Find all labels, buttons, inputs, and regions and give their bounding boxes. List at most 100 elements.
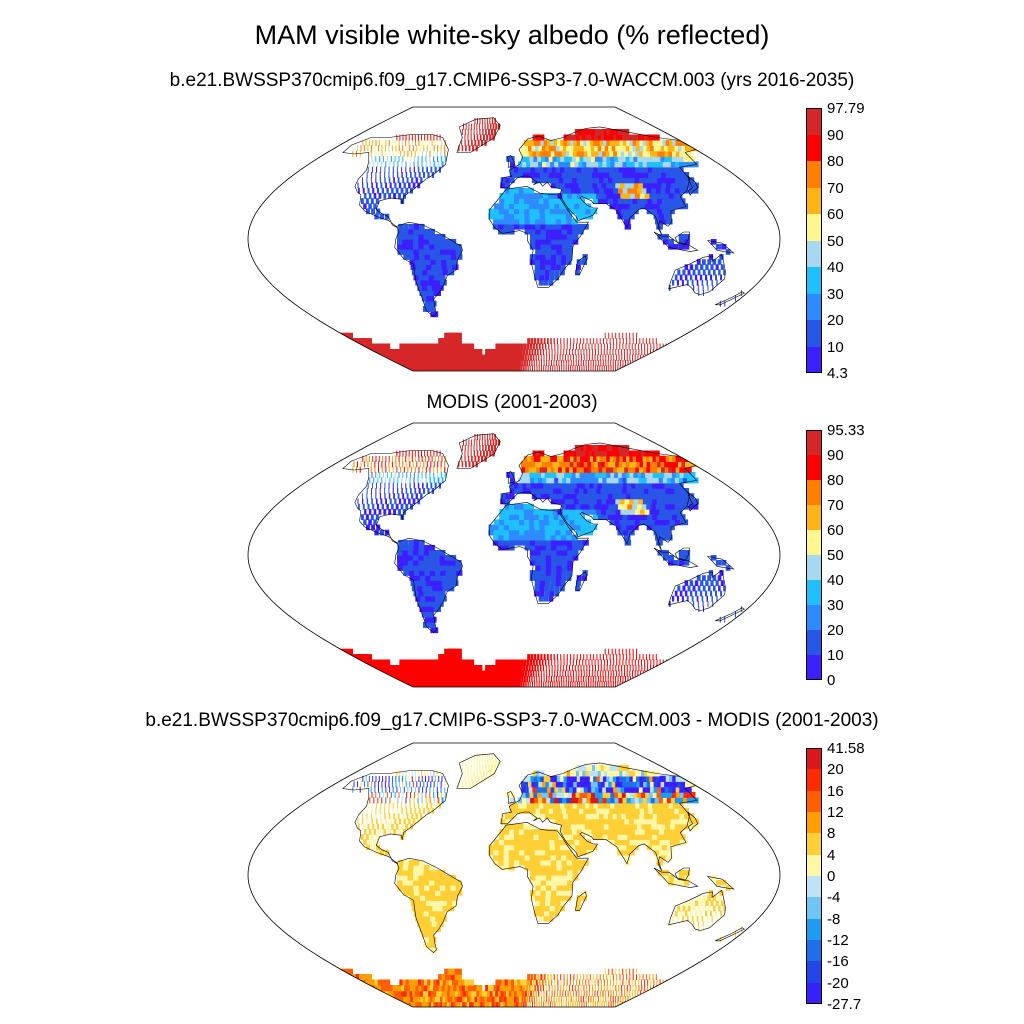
land-cell <box>511 354 515 361</box>
land-cell <box>608 648 610 655</box>
land-cell <box>548 145 555 152</box>
land-cell <box>363 839 367 846</box>
land-cell <box>540 172 546 178</box>
land-cell <box>644 349 646 356</box>
land-cell <box>629 665 631 672</box>
land-cell <box>612 177 621 184</box>
map-model <box>247 106 781 372</box>
land-cell <box>663 555 669 561</box>
land-cell <box>395 455 397 462</box>
land-cell <box>622 213 630 220</box>
land-cell <box>544 269 550 276</box>
land-cell <box>450 875 457 881</box>
land-cell <box>679 466 692 473</box>
land-cell <box>537 156 543 162</box>
land-cell <box>379 156 381 162</box>
land-cell <box>621 177 630 184</box>
land-cell <box>370 493 372 500</box>
land-cell <box>555 575 562 581</box>
land-cell <box>514 223 520 230</box>
land-cell <box>421 472 423 478</box>
land-cell <box>655 974 657 981</box>
land-cell <box>429 254 437 260</box>
land-cell <box>508 208 515 215</box>
land-cell <box>639 193 648 199</box>
land-cell <box>650 343 652 350</box>
land-cell <box>551 885 557 891</box>
land-cell <box>554 905 560 912</box>
land-cell <box>531 145 537 152</box>
land-cell <box>509 482 515 489</box>
land-cell <box>641 659 642 666</box>
land-cell <box>561 218 568 225</box>
land-cell <box>509 519 515 526</box>
land-cell <box>407 555 414 561</box>
land-cell <box>444 472 447 478</box>
land-cell <box>551 228 558 235</box>
land-cell <box>530 974 534 981</box>
land-cell <box>580 823 588 830</box>
land-cell <box>551 550 558 556</box>
colorbar-swatch <box>806 655 822 680</box>
land-cell <box>514 365 517 371</box>
land-cell <box>418 234 425 240</box>
colorbar-label: 0 <box>827 672 836 689</box>
land-cell <box>620 676 622 683</box>
land-cell <box>403 859 409 866</box>
land-cell <box>433 466 435 473</box>
land-cell <box>650 979 652 986</box>
land-cell <box>534 797 540 804</box>
land-cell <box>625 979 627 986</box>
land-cell <box>492 354 498 361</box>
land-cell <box>408 450 410 457</box>
land-cell <box>610 676 612 683</box>
land-cell <box>434 139 436 146</box>
land-cell <box>377 797 379 804</box>
land-cell <box>550 534 557 541</box>
land-cell <box>539 905 545 912</box>
land-cell <box>617 996 619 1003</box>
land-cell <box>425 455 426 462</box>
land-cell <box>493 849 499 856</box>
land-cell <box>405 450 407 457</box>
land-cell <box>441 477 444 484</box>
land-cell <box>594 813 603 820</box>
land-cell <box>560 985 562 992</box>
land-cell <box>674 910 678 917</box>
colorbar-swatch <box>806 108 822 135</box>
land-cell <box>363 203 367 210</box>
land-cell <box>580 524 587 531</box>
land-cell <box>420 493 423 500</box>
land-cell <box>609 338 611 345</box>
land-cell <box>397 477 399 484</box>
land-cells <box>339 754 742 1007</box>
land-cell <box>632 338 634 345</box>
land-cell <box>437 797 440 804</box>
land-cell <box>526 797 532 804</box>
land-cell <box>633 498 643 505</box>
land-cell <box>410 808 412 814</box>
coastline-southAmerica <box>394 537 463 634</box>
land-cell <box>439 279 447 286</box>
land-cell <box>553 654 555 661</box>
land-cell <box>533 455 539 462</box>
land-cell <box>592 676 594 683</box>
land-cell <box>490 445 493 451</box>
land-cell <box>543 990 545 997</box>
land-cell <box>591 509 599 515</box>
land-cell <box>516 665 520 672</box>
land-cell <box>529 524 536 531</box>
land-cell <box>556 654 558 661</box>
land-cell <box>528 829 535 835</box>
land-cell <box>446 575 453 581</box>
land-cell <box>609 665 611 672</box>
land-cell <box>538 829 545 835</box>
land-cell <box>653 529 661 536</box>
land-cell <box>411 466 413 473</box>
land-cell <box>557 808 564 814</box>
land-cell <box>639 177 649 184</box>
land-cell <box>545 461 552 468</box>
land-cell <box>712 601 714 607</box>
land-cell <box>625 829 633 835</box>
land-cell <box>576 813 584 820</box>
